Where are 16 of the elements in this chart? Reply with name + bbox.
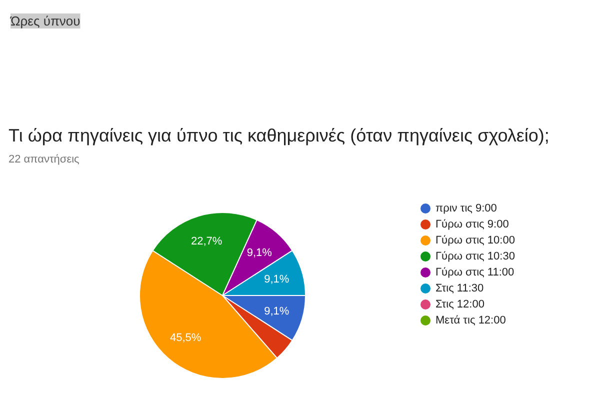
data-label: 9,1% [246, 246, 272, 259]
legend-label: Γύρω στις 11:00 [436, 266, 514, 278]
legend-label: Μετά τις 12:00 [436, 314, 506, 326]
legend-label: Γύρω στις 9:00 [436, 218, 509, 230]
data-label: 45,5% [170, 332, 202, 344]
legend-label: Στις 12:00 [436, 298, 484, 310]
legend-label: Γύρω στις 10:30 [436, 250, 515, 262]
chart-title: Τι ώρα πηγαίνεις για ύπνο τις καθημερινές (όταν πηγαίνεις σχολείο); [8, 126, 550, 146]
legend-label: Γύρω στις 10:00 [436, 234, 515, 246]
legend-label: Στις 11:30 [436, 282, 484, 294]
data-label: 9,1% [264, 274, 290, 286]
text: Ώρες ύπνου [10, 14, 80, 28]
legend-label: πριν τις 9:00 [436, 202, 497, 214]
text: 22 απαντήσεις [8, 154, 80, 166]
data-label: 9,1% [264, 305, 290, 318]
data-label: 22,7% [190, 235, 222, 248]
